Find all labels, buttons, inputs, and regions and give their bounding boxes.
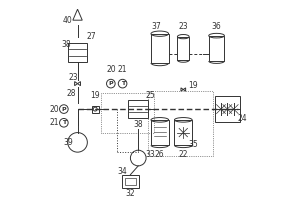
Bar [101,93,154,133]
Text: 20: 20 [49,105,59,114]
Bar [177,37,189,60]
Text: 22: 22 [178,150,188,159]
Bar [122,175,139,188]
Bar [209,36,224,61]
Bar [175,120,192,145]
Text: 40: 40 [63,16,73,25]
Text: 25: 25 [145,91,155,100]
Text: 21: 21 [118,65,127,74]
Bar [128,100,148,118]
Text: 24: 24 [237,114,247,123]
Circle shape [106,79,115,88]
Text: 23: 23 [178,22,188,31]
Text: 19: 19 [188,81,198,90]
Circle shape [59,118,68,127]
Text: 38: 38 [134,120,143,129]
Bar [124,178,136,185]
Text: 23: 23 [69,73,78,82]
Bar [151,120,169,145]
Text: 33: 33 [145,150,155,159]
Text: T: T [121,81,125,86]
Text: 19: 19 [90,91,100,100]
Text: 20: 20 [106,65,116,74]
Bar [148,91,213,156]
Text: 37: 37 [151,22,161,31]
Text: T: T [62,120,66,125]
Text: 26: 26 [155,150,165,159]
Circle shape [118,79,127,88]
Text: 35: 35 [188,140,198,149]
Bar [151,34,169,63]
Text: 28: 28 [67,89,76,98]
Text: P: P [61,107,66,112]
Text: 38: 38 [61,40,70,49]
Bar [92,106,99,113]
Text: P: P [109,81,113,86]
Text: 32: 32 [126,189,135,198]
Text: 39: 39 [64,138,74,147]
Circle shape [59,105,68,113]
Bar [68,43,87,62]
Bar [214,96,240,122]
Text: 34: 34 [118,167,128,176]
Text: 21: 21 [49,118,59,127]
Text: 27: 27 [86,32,96,41]
Text: 36: 36 [212,22,221,31]
